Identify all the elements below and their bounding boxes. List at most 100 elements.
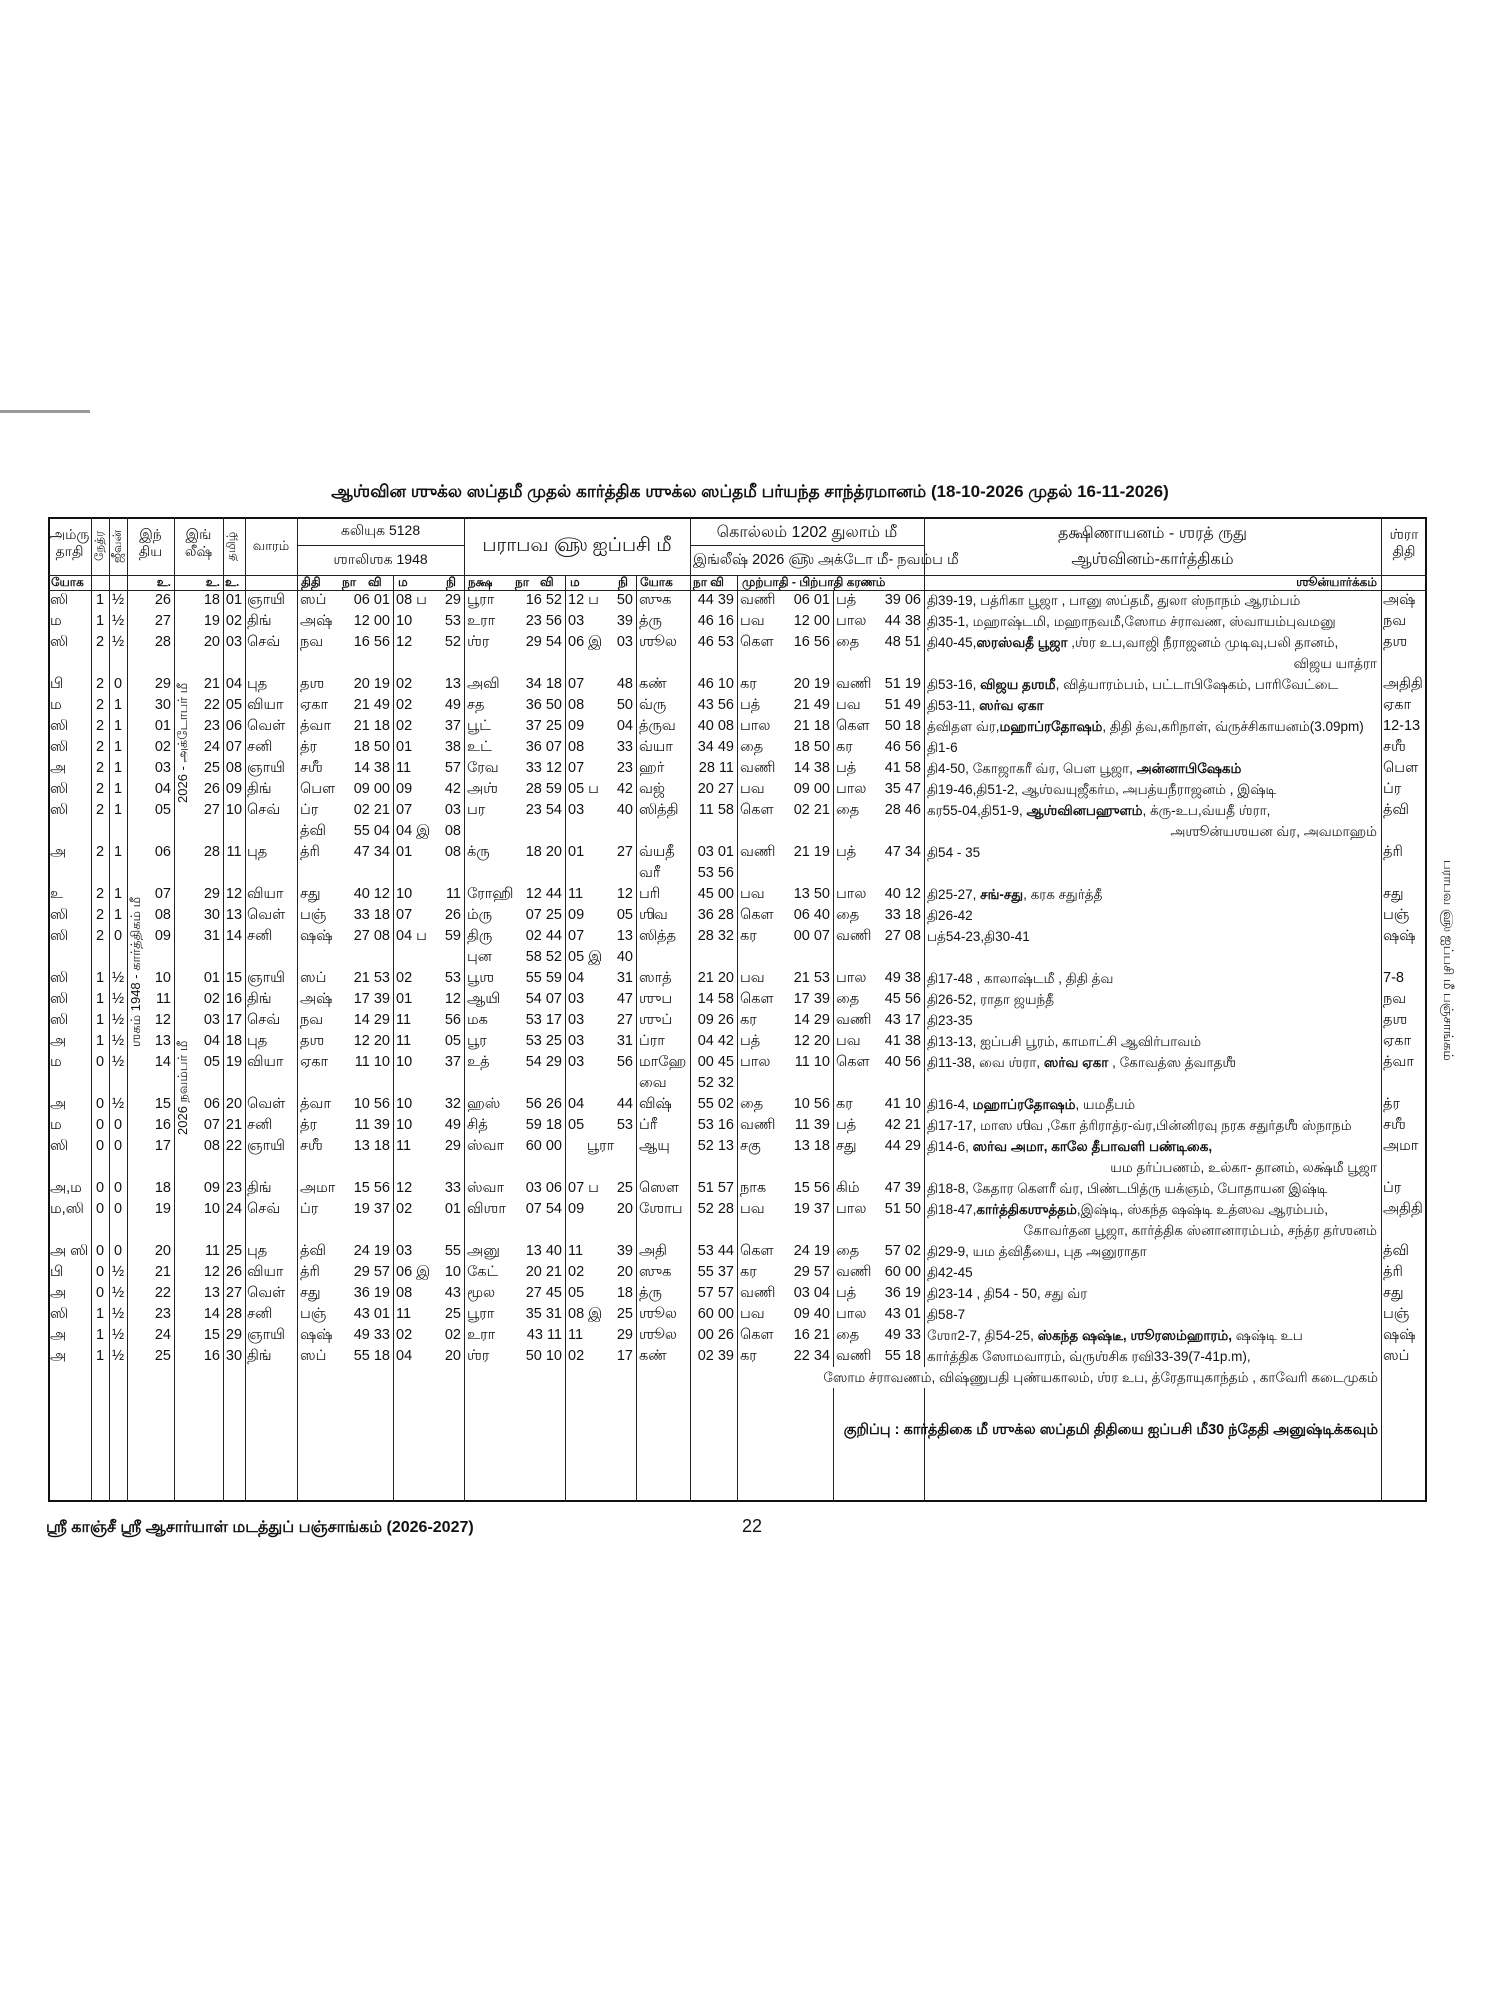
- indian-cell: 09: [154, 928, 171, 944]
- karana1-cell: பத்: [740, 1033, 761, 1049]
- table-row: ஸி 1 ½ 26 18 01 ஞாயி ஸப் 06 01 08 ப 29 பூரா 16 52 12 …: [0, 590, 1500, 611]
- observances-cell: தி29-9, யம த்விதீயை, புத அனுராதா: [927, 1241, 1379, 1262]
- tithi-cell: நவ: [300, 1012, 324, 1028]
- tamil-cell: 11: [226, 844, 242, 860]
- tamil-cell: 04: [225, 676, 243, 692]
- table-row: பி 0 ½ 21 12 26 வியா த்ரி 29 57 06 இ 10 கேட் 20 21 02…: [0, 1262, 1500, 1283]
- indian-cell: 01: [154, 718, 171, 734]
- nakshatra-m-cell: 09: [568, 907, 585, 923]
- english-cell: 07: [203, 1117, 220, 1133]
- nakshatra-cell: ஹஸ்: [467, 1096, 501, 1112]
- karana1-cell: வணி: [740, 1117, 776, 1133]
- vaaram-cell: வெள்: [247, 907, 286, 923]
- tithi-cell: ஷஷ்: [300, 1327, 333, 1343]
- karana1-nv-cell: 11 39: [794, 1117, 830, 1133]
- yoga-cell: அ: [50, 1033, 67, 1049]
- sub-u-tamil: உ.: [225, 575, 240, 589]
- indian-cell: 28: [154, 634, 171, 650]
- table-row: ம 0 ½ 14 05 19 வியா ஏகா 11 10 10 37 உத் 54 29 03 56 மாஹ…: [0, 1052, 1500, 1073]
- header-text: திதி: [1392, 543, 1416, 559]
- netra-cell: 2: [95, 781, 105, 797]
- karana1-nv-cell: 19 37: [793, 1201, 830, 1217]
- tithi-cell: தஶ: [300, 676, 325, 692]
- observances-continuation: விஜய யாத்ரா: [1293, 656, 1377, 671]
- footnote: குறிப்பு : கார்த்திகை மீ ஶுக்ல ஸப்தமி தி…: [843, 1422, 1378, 1438]
- observance-text: தி39-19, பத்ரிகா பூஜா , பானு ஸப்தமீ, துல…: [927, 593, 1301, 608]
- table-row: ஸி 1 ½ 12 03 17 செவ் நவ 14 29 11 56 மக 53 17 03 27 ஶுப்…: [0, 1010, 1500, 1031]
- nakshatra-n-cell: 05: [616, 907, 633, 923]
- observance-text: ,ஶ்ர உப,வாஜி நீராஜனம் முடிவு,பலி தானம்,: [1067, 635, 1339, 650]
- karana2-nv-cell: 60 00: [884, 1264, 921, 1280]
- karana2-nv-cell: 41 38: [884, 1033, 921, 1049]
- yoga-nv-cell: 09 26: [697, 1012, 734, 1028]
- grid-line: [48, 575, 1427, 576]
- tithi-n-cell: 29: [444, 592, 461, 608]
- sub-shunyarkam: ஶூன்யார்க்கம்: [1296, 575, 1377, 589]
- tithi-n-cell: 59: [444, 928, 461, 944]
- nakshatra-cell: சத: [467, 697, 485, 713]
- nakshatra-nv-cell: 18 20: [525, 844, 562, 860]
- yogam-cell: ஆயு: [639, 1138, 670, 1154]
- observances-cell: தி13-13, ஐப்பசி பூரம், காமாட்சி ஆவிர்பாவ…: [927, 1031, 1379, 1052]
- indian-cell: 07: [154, 886, 171, 902]
- tithi-n-cell: 20: [444, 1348, 461, 1364]
- table-row: ஸி 1 ½ 11 02 16 திங் அஷ் 17 39 01 12 ஆயி 54 07 03 47 ஶு…: [0, 989, 1500, 1010]
- sub-tithi: திதி: [301, 575, 321, 589]
- table-row-continuation: வை 52 32: [0, 1073, 1500, 1094]
- tithi-cell: த்வி: [300, 823, 326, 839]
- nakshatra-cell: மக: [467, 1012, 488, 1028]
- english-cell: 31: [203, 928, 220, 944]
- jeevan-cell: 1: [113, 907, 123, 923]
- nakshatra-n-cell: 47: [616, 991, 633, 1007]
- karana2-nv-cell: 44 38: [884, 613, 921, 629]
- yogam-cell: ஸுக: [639, 592, 672, 608]
- nakshatra-nv-cell: 53 25: [525, 1033, 562, 1049]
- grid-line: [245, 517, 246, 1502]
- nakshatra-nv-cell: 33 12: [525, 760, 562, 776]
- karana1-cell: கௌ: [740, 802, 774, 818]
- english-cell: 14: [203, 1306, 220, 1322]
- table-row-continuation: வரீ 53 56: [0, 863, 1500, 884]
- yoga-nv-cell: 52 32: [697, 1075, 734, 1091]
- nakshatra-cell: ஸ்வா: [467, 1138, 505, 1154]
- karana2-cell: பால: [836, 613, 867, 629]
- english-cell: 18: [203, 592, 220, 608]
- tamil-cell: 21: [225, 1117, 243, 1133]
- observance-text: தி18-8, கேதார கௌரீ வ்ர, பிண்டபித்ரு யக்ஞ…: [927, 1181, 1328, 1196]
- tithi-cell: ஸப்: [300, 1348, 327, 1364]
- yoga-nv-cell: 53 44: [697, 1243, 734, 1259]
- observance-highlight: விஜய தஶமீ: [980, 677, 1056, 692]
- yoga-cell: ஸி: [50, 1138, 69, 1154]
- yoga-nv-cell: 52 28: [697, 1201, 734, 1217]
- shraddha-tithi-cell: நவ: [1383, 613, 1407, 629]
- english-cell: 02: [203, 991, 220, 1007]
- observances-cell: தி26-52, ராதா ஜயந்தீ: [927, 989, 1379, 1010]
- header-text: இந்: [139, 526, 162, 542]
- table-row-continuation: புன 58 52 05 இ 40: [0, 947, 1500, 968]
- tamil-cell: 09: [225, 781, 243, 797]
- karana2-cell: பத்: [836, 592, 857, 608]
- header-parabhava-month: பராபவ ௵ ஐப்பசி மீ: [482, 535, 672, 556]
- nakshatra-cell: திரு: [467, 928, 493, 944]
- netra-cell: 1: [95, 970, 105, 986]
- shraddha-tithi-cell: தஶ: [1383, 1012, 1408, 1028]
- shraddha-tithi-cell: ஏகா: [1383, 1033, 1412, 1049]
- karana1-nv-cell: 13 18: [793, 1138, 830, 1154]
- tamil-cell: 29: [225, 1327, 243, 1343]
- observances-cell: கார்த்திக ஸோமவாரம், வ்ருஶ்சிக ரவி33-39(7…: [927, 1346, 1379, 1367]
- observance-highlight: அன்னாபிஷேகம்: [1136, 761, 1242, 776]
- tithi-n-cell: 10: [444, 1264, 461, 1280]
- vaaram-cell: வியா: [247, 886, 284, 902]
- observances-cell: தி39-19, பத்ரிகா பூஜா , பானு ஸப்தமீ, துல…: [927, 590, 1379, 611]
- shraddha-tithi-cell: சது: [1383, 886, 1404, 902]
- table-row-continuation: த்வி 55 04 04 இ 08 அஶூன்யஶயன வ்ர, அவமாஹம்: [0, 821, 1500, 842]
- netra-cell: 2: [95, 928, 105, 944]
- english-cell: 09: [203, 1180, 220, 1196]
- vaaram-cell: வியா: [247, 1054, 284, 1070]
- tithi-cell: அஷ்: [300, 991, 333, 1007]
- tithi-m-cell: 04: [396, 1348, 413, 1364]
- publication-title: ஸ்ரீ காஞ்சீ ஸ்ரீ ஆசார்யாள் மடத்துப் பஞ்ச…: [46, 1519, 474, 1536]
- nakshatra-nv-cell: 55 59: [525, 970, 562, 986]
- observance-text: , க்ரு-உப,வ்யதீ ஶ்ரா,: [1142, 803, 1271, 818]
- nakshatra-m-cell: 08: [568, 697, 585, 713]
